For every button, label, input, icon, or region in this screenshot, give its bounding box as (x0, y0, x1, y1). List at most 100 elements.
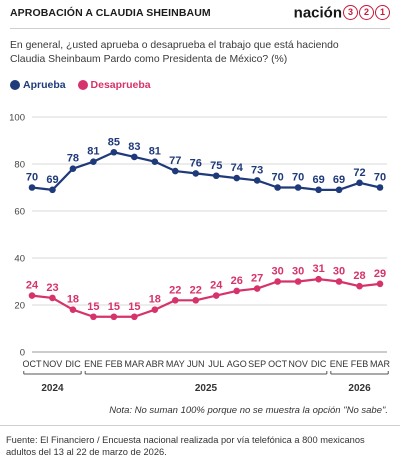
chart-header: APROBACIÓN A CLAUDIA SHEINBAUM nación 3 2 1 (10, 4, 390, 22)
legend-swatch-aprueba (10, 80, 20, 91)
point-aprueba-14 (294, 184, 302, 191)
point-aprueba-6 (131, 153, 138, 161)
point-aprueba-18 (376, 184, 384, 191)
data-label-desaprueba-18: 29 (374, 268, 386, 280)
series-line-desaprueba (31, 278, 381, 318)
y-tick-label-20: 20 (14, 301, 25, 312)
brand-digit-2: 2 (359, 5, 374, 21)
point-aprueba-2 (49, 186, 56, 194)
data-label-desaprueba-3: 18 (67, 294, 79, 306)
chart-legend: Aprueba Desaprueba (10, 79, 160, 93)
data-label-desaprueba-16: 30 (333, 266, 345, 278)
legend-label-aprueba: Aprueba (23, 79, 66, 92)
point-aprueba-16 (335, 186, 343, 194)
data-label-desaprueba-9: 22 (190, 284, 202, 296)
point-desaprueba-3 (69, 306, 77, 314)
data-label-aprueba-8: 77 (169, 155, 181, 167)
data-label-desaprueba-12: 27 (251, 273, 263, 285)
chart-title: APROBACIÓN A CLAUDIA SHEINBAUM (10, 7, 211, 19)
x-tick-label-10: JUL (208, 359, 224, 369)
point-aprueba-8 (171, 167, 179, 175)
x-tick-label-9: JUN (187, 359, 205, 369)
data-label-aprueba-7: 81 (149, 146, 161, 158)
x-tick-label-5: FEB (105, 359, 123, 369)
x-tick-label-1: OCT (23, 359, 43, 369)
brand-digit-1: 3 (343, 5, 358, 21)
point-aprueba-11 (233, 174, 241, 182)
data-label-desaprueba-11: 26 (231, 275, 243, 287)
y-tick-label-60: 60 (14, 207, 25, 218)
x-tick-label-18: MAR (370, 359, 391, 369)
data-label-desaprueba-8: 22 (169, 284, 181, 296)
data-label-desaprueba-6: 15 (128, 301, 140, 313)
data-label-aprueba-9: 76 (190, 157, 202, 169)
point-desaprueba-11 (233, 287, 241, 295)
data-label-desaprueba-10: 24 (210, 280, 223, 292)
point-desaprueba-14 (294, 278, 302, 285)
data-label-aprueba-14: 70 (292, 172, 304, 184)
point-aprueba-9 (192, 170, 200, 177)
point-desaprueba-10 (212, 292, 220, 299)
point-aprueba-12 (253, 177, 261, 184)
x-tick-label-4: ENE (84, 359, 103, 369)
x-tick-label-3: DIC (65, 359, 81, 369)
x-tick-label-17: FEB (351, 359, 369, 369)
point-desaprueba-5 (110, 313, 118, 321)
data-label-desaprueba-15: 31 (312, 263, 324, 275)
point-desaprueba-4 (90, 313, 97, 321)
data-label-aprueba-2: 69 (46, 174, 58, 186)
data-label-desaprueba-17: 28 (353, 270, 365, 282)
data-label-desaprueba-4: 15 (87, 301, 99, 313)
point-desaprueba-13 (274, 278, 281, 285)
series-line-aprueba (31, 151, 381, 191)
survey-question: En general, ¿usted aprueba o desaprueba … (10, 40, 339, 65)
y-tick-label-100: 100 (9, 113, 25, 124)
brand-logo: nación 3 2 1 (294, 4, 390, 22)
year-label-2026: 2026 (348, 383, 371, 394)
point-desaprueba-6 (131, 313, 138, 321)
point-aprueba-4 (90, 158, 97, 165)
data-label-aprueba-3: 78 (67, 153, 79, 165)
data-label-aprueba-5: 85 (108, 136, 120, 148)
x-tick-label-16: ENE (330, 359, 349, 369)
x-tick-label-8: MAY (166, 359, 185, 369)
year-label-2025: 2025 (195, 383, 218, 394)
point-aprueba-17 (356, 179, 363, 187)
x-tick-label-12: SEP (248, 359, 266, 369)
brand-wordmark: nación (293, 4, 342, 22)
chart-note: Nota: No suman 100% porque no se muestra… (109, 405, 388, 416)
data-label-desaprueba-1: 24 (26, 280, 39, 292)
y-tick-label-40: 40 (14, 254, 25, 265)
point-desaprueba-7 (151, 306, 159, 314)
data-label-aprueba-12: 73 (251, 164, 263, 176)
data-label-desaprueba-7: 18 (149, 294, 161, 306)
data-label-desaprueba-14: 30 (292, 266, 304, 278)
data-label-desaprueba-5: 15 (108, 301, 120, 313)
point-desaprueba-12 (253, 285, 261, 292)
brand-digit-3: 1 (375, 5, 390, 21)
data-label-aprueba-6: 83 (128, 141, 140, 153)
legend-item-desaprueba: Desaprueba (77, 79, 151, 92)
x-tick-label-2: NOV (43, 359, 63, 369)
data-label-aprueba-4: 81 (87, 146, 99, 158)
data-label-aprueba-18: 70 (374, 172, 386, 184)
x-tick-label-6: MAR (124, 359, 145, 369)
data-label-aprueba-17: 72 (353, 167, 365, 179)
data-label-aprueba-13: 70 (272, 172, 284, 184)
point-desaprueba-16 (335, 278, 343, 285)
legend-item-aprueba: Aprueba (10, 79, 66, 91)
point-aprueba-15 (315, 186, 322, 194)
point-aprueba-7 (151, 158, 159, 165)
x-tick-label-15: DIC (311, 359, 327, 369)
point-desaprueba-17 (356, 282, 363, 290)
x-tick-label-11: AGO (227, 359, 247, 369)
point-aprueba-13 (274, 184, 281, 191)
legend-label-desaprueba: Desaprueba (90, 79, 151, 92)
data-label-aprueba-11: 74 (231, 162, 244, 174)
data-label-aprueba-15: 69 (312, 174, 324, 186)
point-aprueba-10 (212, 172, 220, 180)
point-desaprueba-2 (49, 294, 56, 302)
legend-swatch-desaprueba (77, 80, 88, 91)
data-label-desaprueba-13: 30 (272, 266, 284, 278)
